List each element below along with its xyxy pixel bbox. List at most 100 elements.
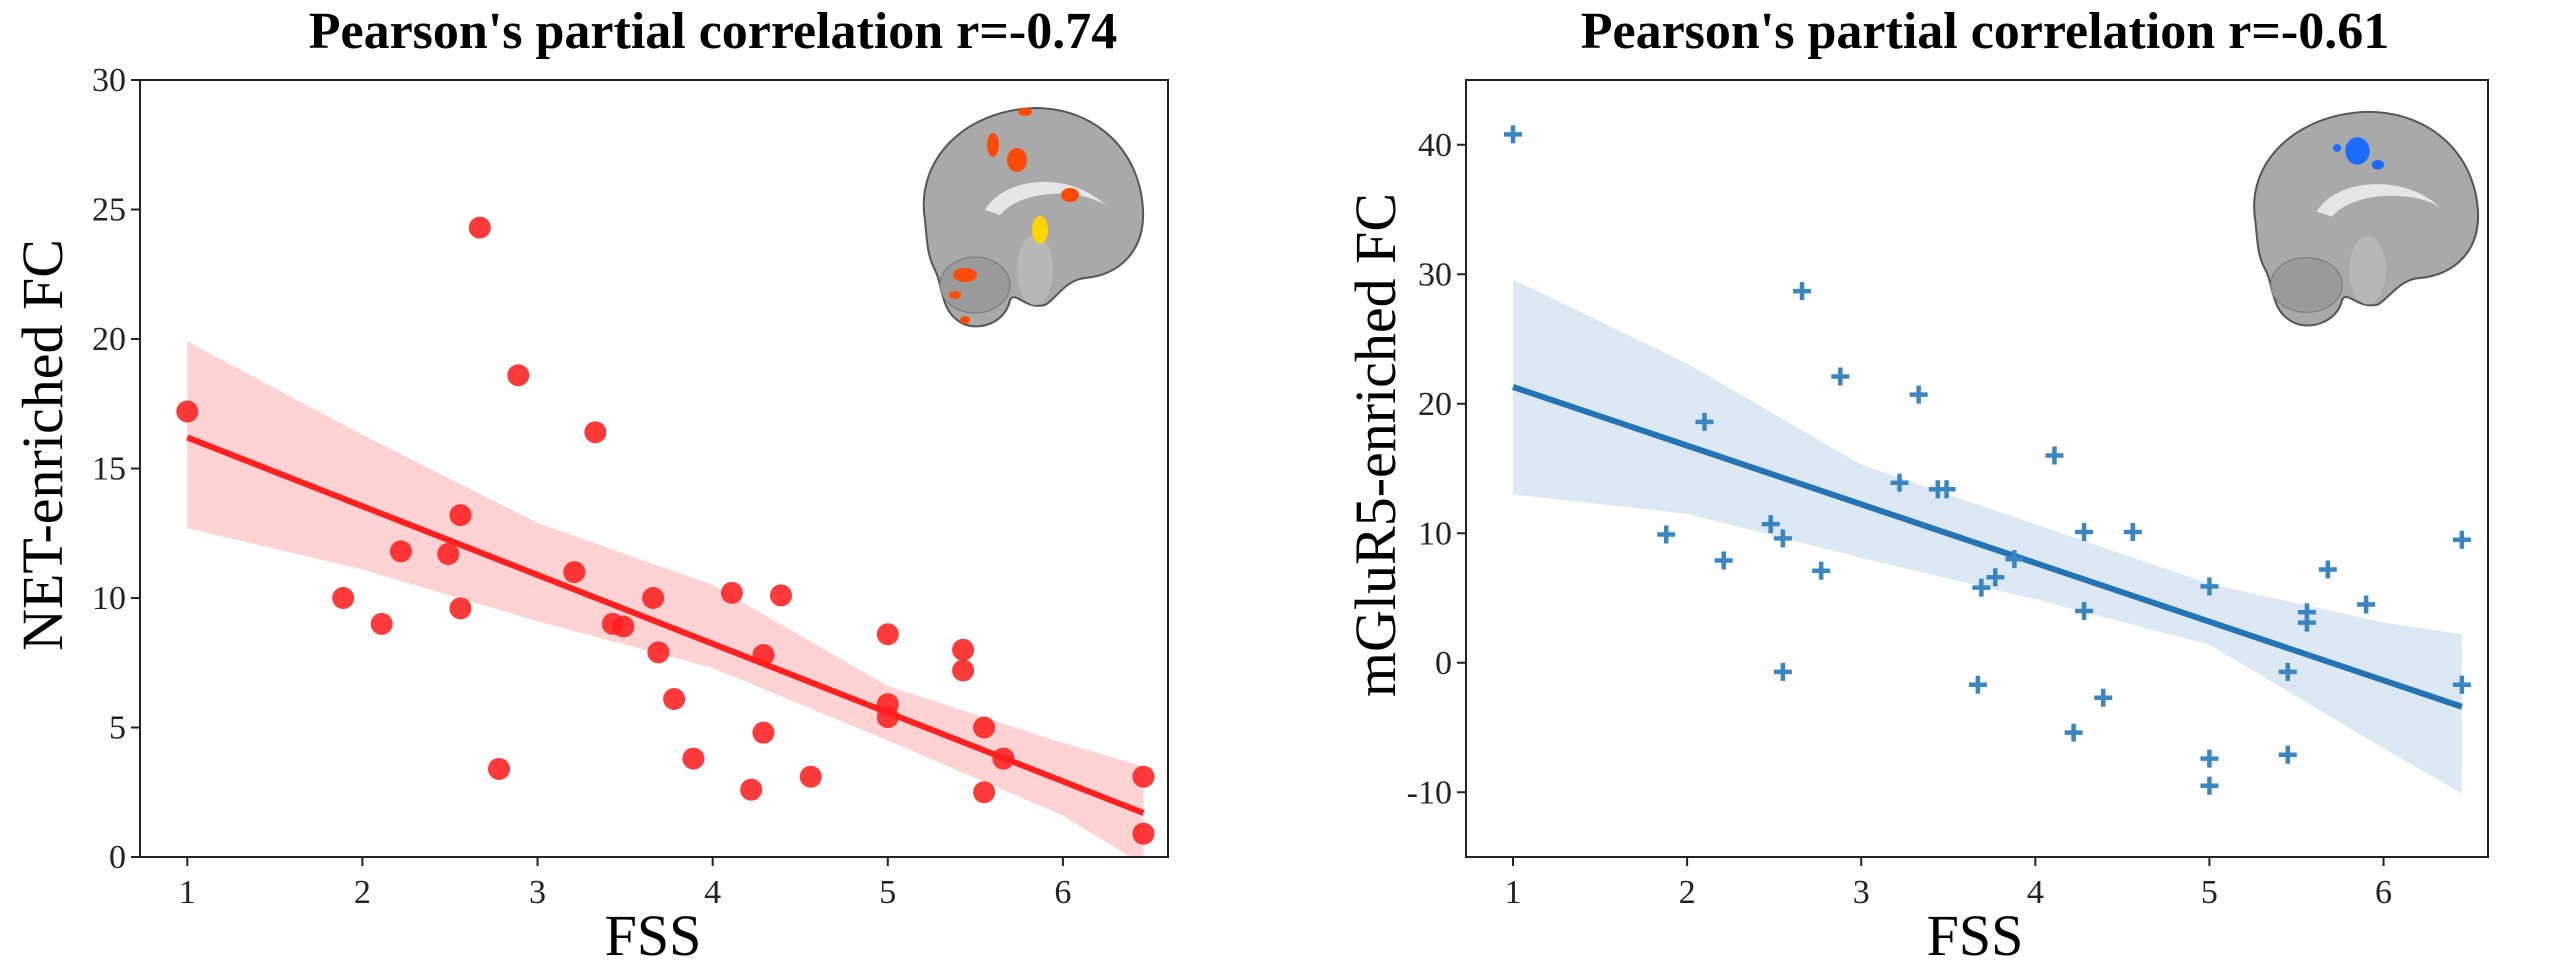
data-point	[1773, 662, 1792, 681]
data-point	[2045, 446, 2064, 465]
confidence-band	[187, 341, 1144, 857]
data-point	[332, 587, 355, 609]
activation-blob	[2333, 144, 2342, 152]
activation-blob	[953, 268, 977, 282]
data-point	[2200, 577, 2219, 596]
y-tick-label: 25	[92, 192, 126, 229]
data-point	[2200, 776, 2219, 795]
data-point	[2064, 723, 2083, 742]
data-point	[1909, 385, 1928, 404]
x-tick-label: 3	[1853, 874, 1870, 911]
y-tick-label: 5	[109, 710, 126, 747]
activation-blob	[960, 316, 970, 324]
y-tick-label: 0	[109, 839, 126, 876]
data-point	[740, 778, 763, 801]
data-point	[1504, 125, 1523, 144]
data-point	[952, 638, 975, 661]
data-point	[1812, 561, 1831, 580]
y-axis-label: NET-enriched FC	[10, 239, 75, 651]
data-point	[1657, 525, 1676, 544]
x-tick-label: 5	[879, 874, 896, 911]
activation-blob	[1018, 108, 1032, 116]
corpus-callosum	[2316, 184, 2445, 217]
y-tick-label: 40	[1418, 127, 1452, 164]
x-tick-label: 2	[1679, 874, 1696, 911]
data-point	[2297, 613, 2316, 632]
data-point	[2123, 522, 2142, 541]
data-point	[449, 504, 472, 527]
data-point	[370, 612, 393, 635]
data-point	[2005, 550, 2024, 569]
activation-blob	[2345, 137, 2370, 165]
data-point	[2318, 560, 2337, 579]
data-point	[973, 716, 996, 739]
data-point	[1714, 551, 1733, 570]
data-point	[1761, 515, 1780, 534]
data-point	[1831, 367, 1850, 386]
data-point	[2278, 662, 2297, 681]
data-point	[992, 747, 1015, 770]
x-axis-label: FSS	[605, 903, 702, 967]
y-tick-label: -10	[1407, 774, 1452, 811]
data-point	[449, 597, 472, 620]
data-point	[1773, 529, 1792, 548]
cerebellum	[939, 256, 1011, 314]
plot-frame	[1465, 79, 2489, 858]
regression-line	[186, 434, 1145, 816]
x-tick-label: 5	[2201, 874, 2218, 911]
data-point	[799, 765, 822, 788]
confidence-band	[1513, 279, 2462, 794]
x-tick-label: 1	[1505, 874, 1522, 911]
data-point	[1132, 822, 1155, 845]
brain-image	[2253, 110, 2479, 327]
y-tick-label: 10	[1418, 515, 1452, 552]
data-point	[507, 364, 530, 387]
chart-title: Pearson's partial correlation r=-0.61	[1581, 3, 2390, 60]
x-tick-label: 2	[354, 874, 371, 911]
brain-image	[922, 106, 1145, 328]
data-point	[176, 400, 199, 423]
brainstem	[1017, 235, 1053, 305]
data-point	[584, 421, 607, 444]
y-tick-label: 30	[92, 62, 126, 99]
chart-mglur5-enriched-fc: Pearson's partial correlation r=-0.61 mG…	[1343, 3, 2489, 967]
data-point	[389, 540, 412, 563]
x-tick-label: 6	[1054, 874, 1071, 911]
x-tick-label: 4	[2027, 874, 2044, 911]
data-point	[682, 747, 705, 770]
y-tick-label: 0	[1435, 645, 1452, 682]
data-point	[1132, 765, 1155, 788]
data-point	[2075, 601, 2094, 620]
y-tick-label: 20	[1418, 386, 1452, 423]
data-point	[468, 216, 491, 239]
y-tick-label: 10	[92, 580, 126, 617]
data-point	[663, 688, 686, 711]
activation-blob	[949, 291, 961, 299]
x-axis-label: FSS	[1927, 903, 2024, 967]
data-point	[720, 581, 743, 604]
data-point	[973, 781, 996, 804]
activation-blob	[1032, 216, 1048, 244]
data-point	[2278, 745, 2297, 764]
data-point	[642, 587, 665, 609]
data-point	[1968, 675, 1987, 694]
y-tick-label: 20	[92, 321, 126, 358]
chart-net-enriched-fc: Pearson's partial correlation r=-0.74 NE…	[10, 3, 1169, 967]
data-point	[2200, 749, 2219, 768]
data-point	[1890, 473, 1909, 492]
data-point	[612, 615, 635, 638]
x-tick-label: 6	[2375, 874, 2392, 911]
data-point	[876, 623, 899, 646]
y-tick-label: 30	[1418, 256, 1452, 293]
data-point	[952, 659, 975, 682]
activation-blob	[2371, 159, 2385, 170]
x-tick-label: 1	[179, 874, 196, 911]
data-point	[1986, 568, 2005, 587]
regression-line	[1512, 384, 2463, 710]
y-tick-label: 15	[92, 451, 126, 488]
activation-blob	[1007, 148, 1027, 172]
data-point	[2357, 595, 2376, 614]
data-point	[769, 584, 792, 607]
data-point	[437, 542, 460, 565]
x-tick-label: 4	[704, 874, 721, 911]
